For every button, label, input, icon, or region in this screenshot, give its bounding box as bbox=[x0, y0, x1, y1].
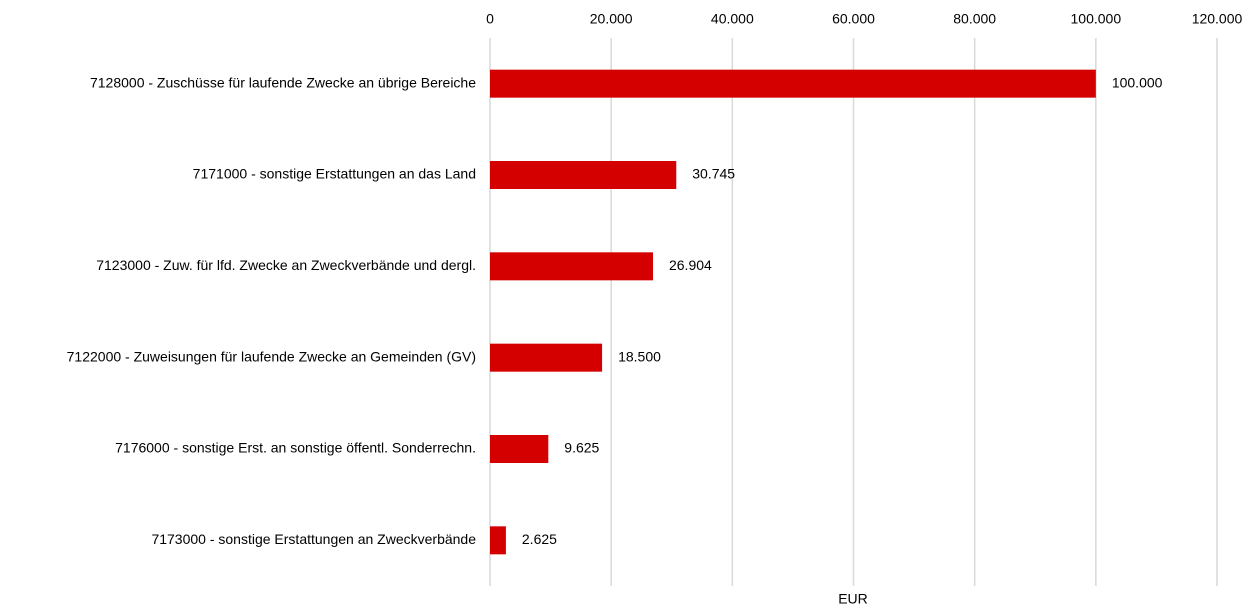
y-tick-label: 7171000 - sonstige Erstattungen an das L… bbox=[193, 166, 476, 182]
value-label: 9.625 bbox=[564, 440, 599, 456]
x-tick-label: 100.000 bbox=[1071, 11, 1122, 27]
bar bbox=[490, 69, 1096, 98]
bar bbox=[490, 161, 677, 189]
x-tick-label: 60.000 bbox=[832, 11, 875, 27]
x-tick-label: 80.000 bbox=[953, 11, 996, 27]
y-tick-label: 7122000 - Zuweisungen für laufende Zweck… bbox=[67, 348, 476, 364]
value-label: 30.745 bbox=[692, 166, 735, 182]
y-tick-label: 7176000 - sonstige Erst. an sonstige öff… bbox=[115, 440, 476, 456]
x-tick-label: 20.000 bbox=[590, 11, 633, 27]
x-axis-label: EUR bbox=[838, 591, 868, 607]
x-tick-label: 0 bbox=[486, 11, 494, 27]
bar bbox=[490, 252, 653, 281]
value-label: 100.000 bbox=[1112, 74, 1163, 90]
value-label: 2.625 bbox=[522, 531, 557, 547]
y-tick-label: 7173000 - sonstige Erstattungen an Zweck… bbox=[151, 531, 476, 547]
x-tick-label: 40.000 bbox=[711, 11, 754, 27]
bar bbox=[490, 526, 506, 555]
bar bbox=[490, 343, 603, 372]
value-label: 18.500 bbox=[618, 348, 661, 364]
y-tick-label: 7128000 - Zuschüsse für laufende Zwecke … bbox=[90, 74, 476, 90]
value-label: 26.904 bbox=[669, 257, 712, 273]
y-tick-label: 7123000 - Zuw. für lfd. Zwecke an Zweckv… bbox=[96, 257, 476, 273]
bar bbox=[490, 435, 549, 463]
x-tick-label: 120.000 bbox=[1192, 11, 1243, 27]
